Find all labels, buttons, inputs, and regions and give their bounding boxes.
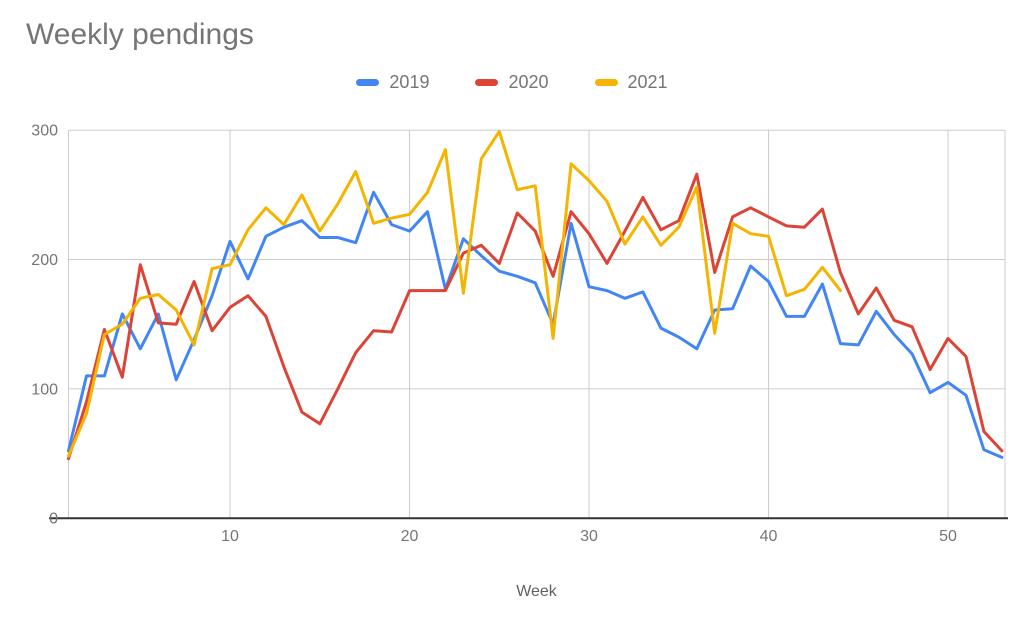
series-2021-line[interactable] bbox=[67, 130, 842, 458]
legend: 2019 2020 2021 bbox=[0, 72, 1024, 93]
legend-item-2021: 2021 bbox=[594, 72, 668, 93]
legend-label-2020: 2020 bbox=[508, 72, 549, 92]
legend-swatch-2021 bbox=[594, 79, 618, 86]
legend-label-2019: 2019 bbox=[389, 72, 430, 92]
y-tick-label-300: 300 bbox=[31, 123, 58, 140]
x-tick-label-10: 10 bbox=[221, 528, 239, 545]
y-tick-label-200: 200 bbox=[31, 252, 58, 269]
series-2020-line[interactable] bbox=[67, 172, 1004, 461]
legend-item-2019: 2019 bbox=[356, 72, 429, 93]
x-tick-label-20: 20 bbox=[401, 528, 419, 545]
legend-label-2021: 2021 bbox=[627, 72, 668, 92]
x-tick-label-40: 40 bbox=[760, 528, 778, 545]
series-2019-line[interactable] bbox=[67, 190, 1004, 459]
y-tick-label-100: 100 bbox=[31, 381, 58, 398]
x-tick-label-30: 30 bbox=[580, 528, 598, 545]
legend-swatch-2020 bbox=[475, 79, 499, 86]
chart-title: Weekly pendings bbox=[26, 18, 254, 51]
y-tick-label-0: 0 bbox=[49, 511, 58, 528]
x-tick-label-50: 50 bbox=[939, 528, 957, 545]
legend-swatch-2019 bbox=[356, 79, 380, 86]
x-axis-title: Week bbox=[516, 583, 557, 600]
legend-item-2020: 2020 bbox=[475, 72, 549, 93]
